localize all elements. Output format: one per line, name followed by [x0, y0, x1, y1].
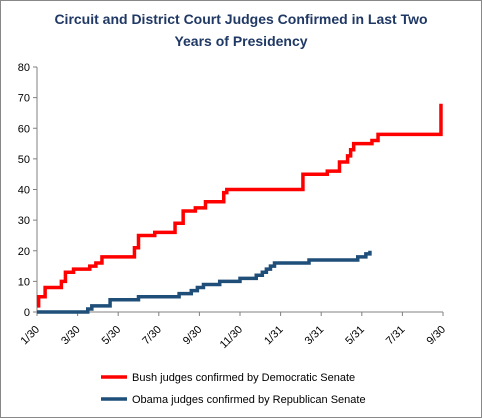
x-tick-label: 7/30 [140, 324, 164, 348]
series-lines [36, 103, 443, 314]
legend: Bush judges confirmed by Democratic Sena… [101, 372, 366, 406]
x-tick-label: 3/31 [303, 324, 327, 348]
y-tick-label: 80 [18, 62, 30, 74]
y-tick-label: 50 [18, 154, 30, 166]
x-tick-label: 5/30 [100, 324, 124, 348]
series-line-bush [36, 103, 443, 308]
legend-label-obama: Obama judges confirmed by Republican Sen… [132, 394, 366, 406]
legend-label-bush: Bush judges confirmed by Democratic Sena… [132, 372, 355, 384]
y-tick-label: 60 [18, 123, 30, 135]
y-tick-label: 30 [18, 215, 30, 227]
x-tick-label: 9/30 [424, 324, 448, 348]
chart-title-line-1: Circuit and District Court Judges Confir… [54, 11, 427, 27]
x-tick-label: 1/31 [262, 324, 286, 348]
y-tick-label: 20 [18, 246, 30, 258]
x-tick-label: 11/30 [218, 324, 245, 351]
y-axis: 0 10 20 30 40 50 60 70 80 [18, 62, 38, 319]
x-axis: 1/30 3/30 5/30 7/30 9/30 11/30 1/31 3/31 5/31 7/3… [18, 311, 448, 351]
x-tick-label: 9/30 [181, 324, 205, 348]
x-tick-label: 1/30 [18, 324, 42, 348]
y-tick-label: 0 [24, 307, 30, 319]
chart-title-line-2: Years of Presidency [174, 33, 307, 49]
x-tick-label: 5/31 [343, 324, 367, 348]
y-tick-label: 40 [18, 185, 30, 197]
series-line-obama [37, 250, 372, 314]
x-tick-label: 7/31 [384, 324, 408, 348]
y-tick-label: 70 [18, 93, 30, 105]
y-tick-label: 10 [18, 276, 30, 288]
x-tick-label: 3/30 [59, 324, 83, 348]
